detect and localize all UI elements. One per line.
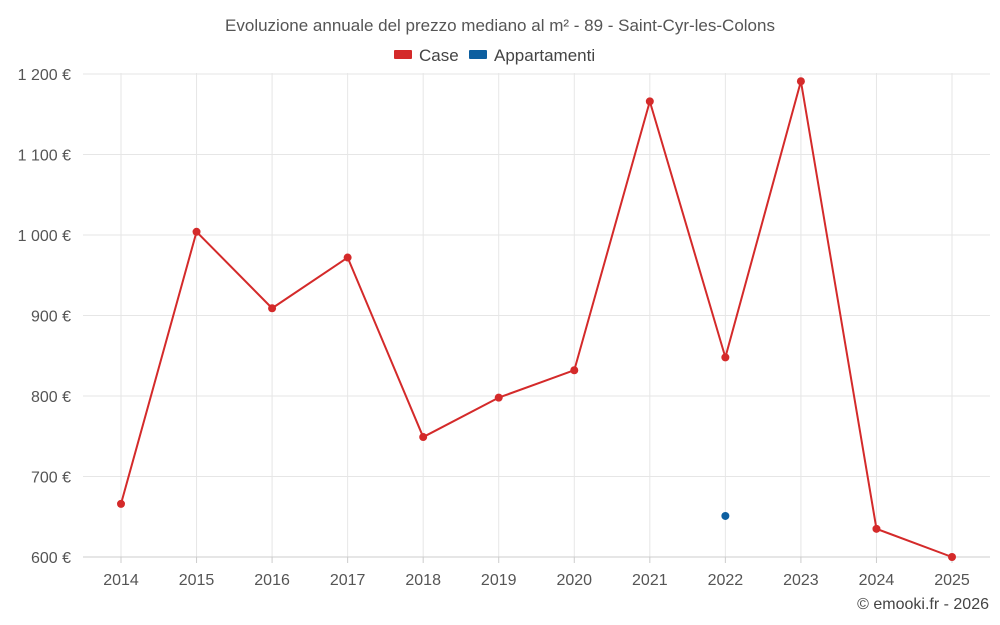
data-point-case-2015[interactable]	[192, 227, 201, 236]
y-tick-label: 900 €	[31, 309, 71, 326]
data-point-case-2018[interactable]	[419, 433, 428, 442]
y-tick-label: 700 €	[31, 470, 71, 487]
x-tick-label: 2021	[632, 572, 668, 589]
data-point-case-2020[interactable]	[570, 366, 579, 375]
x-tick-label: 2018	[405, 572, 441, 589]
data-point-case-2019[interactable]	[494, 393, 503, 402]
data-point-appartamenti-2022[interactable]	[721, 511, 730, 520]
x-tick-label: 2019	[481, 572, 517, 589]
data-point-case-2017[interactable]	[343, 253, 352, 262]
credit-text: © emooki.fr - 2026	[857, 596, 989, 613]
y-tick-label: 1 100 €	[18, 148, 71, 165]
data-point-case-2022[interactable]	[721, 353, 730, 362]
axes: 600 € 700 € 800 € 900 € 1 000 € 1 100 € 1 200 …	[18, 67, 990, 589]
x-tick-label: 2016	[254, 572, 290, 589]
data-point-case-2025[interactable]	[948, 553, 956, 561]
series-case	[117, 77, 956, 561]
x-tick-label: 2015	[179, 572, 215, 589]
x-tick-label: 2014	[103, 572, 139, 589]
legend-label-appartamenti: Appartamenti	[494, 46, 595, 65]
x-tick-label: 2020	[556, 572, 592, 589]
legend-label-case: Case	[419, 46, 459, 65]
y-tick-label: 800 €	[31, 389, 71, 406]
chart-title: Evoluzione annuale del prezzo mediano al…	[225, 16, 775, 35]
legend-item-case[interactable]: Case	[394, 46, 459, 65]
x-tick-label: 2024	[859, 572, 895, 589]
data-point-case-2023[interactable]	[796, 77, 805, 86]
legend: Case Appartamenti	[394, 46, 595, 65]
series-line-case	[120, 80, 953, 558]
legend-swatch-case	[394, 50, 412, 59]
data-point-case-2021[interactable]	[645, 97, 654, 106]
grid	[83, 73, 990, 558]
data-point-case-2014[interactable]	[117, 499, 125, 508]
data-point-case-2016[interactable]	[268, 304, 277, 313]
series	[117, 77, 956, 561]
x-tick-label: 2025	[934, 572, 970, 589]
y-tick-label: 1 000 €	[18, 228, 71, 245]
y-tick-label: 600 €	[31, 550, 71, 567]
legend-swatch-appartamenti	[469, 50, 487, 59]
x-tick-label: 2023	[783, 572, 819, 589]
y-tick-label: 1 200 €	[18, 67, 71, 84]
data-point-case-2024[interactable]	[872, 524, 881, 533]
x-tick-label: 2022	[708, 572, 744, 589]
series-appartamenti	[721, 511, 730, 520]
x-tick-label: 2017	[330, 572, 366, 589]
legend-item-appartamenti[interactable]: Appartamenti	[469, 46, 595, 65]
